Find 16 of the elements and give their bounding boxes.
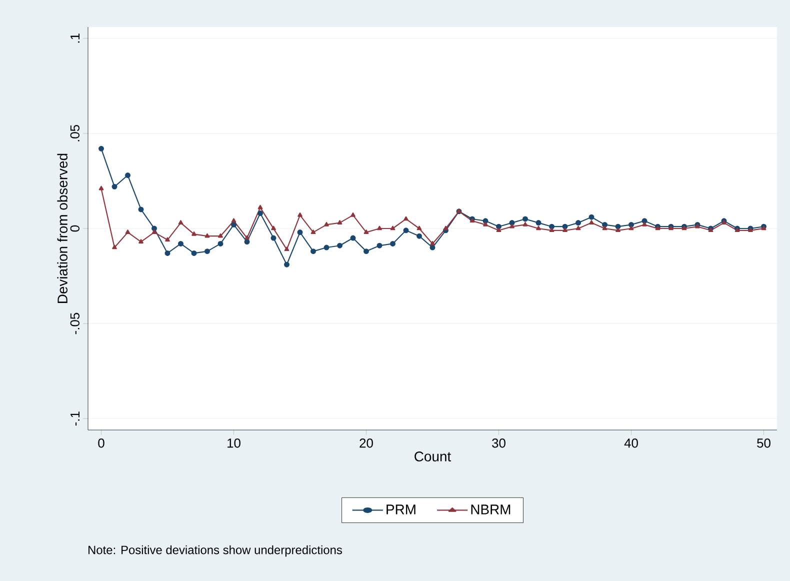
- x-tick-label: 30: [492, 438, 506, 448]
- legend-label: NBRM: [471, 504, 510, 514]
- x-axis-title: Count: [414, 452, 452, 462]
- y-tick-label: 0: [70, 225, 80, 232]
- y-tick-label: -.05: [70, 312, 80, 334]
- x-tick-label: 50: [757, 438, 770, 448]
- legend-label: PRM: [386, 504, 416, 514]
- text: Note: Positive deviations show underpredictions: [88, 545, 342, 557]
- x-tick-label: 10: [228, 438, 240, 448]
- x-tick-label: 0: [98, 438, 104, 448]
- y-tick-label: .05: [70, 124, 80, 142]
- x-tick-label: 20: [360, 438, 373, 448]
- y-tick-label: -.1: [70, 412, 80, 426]
- y-tick-label: .1: [70, 34, 80, 43]
- y-axis-title: Deviation from observed: [57, 154, 68, 303]
- x-tick-label: 40: [624, 438, 638, 448]
